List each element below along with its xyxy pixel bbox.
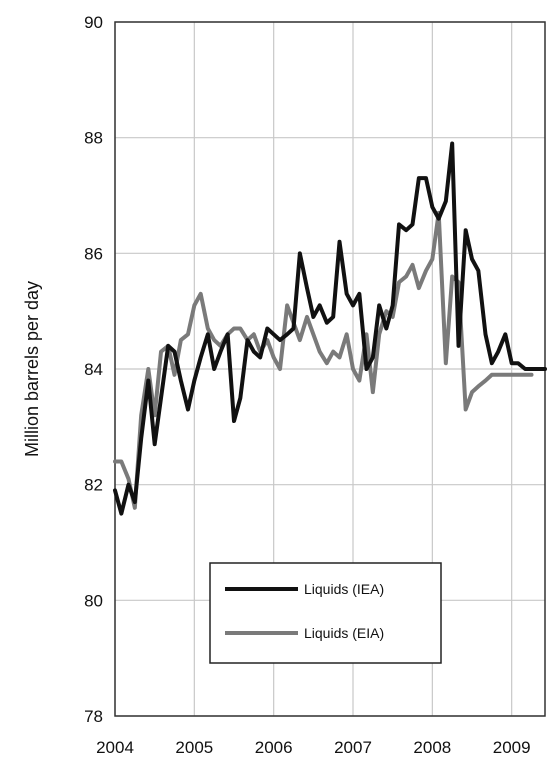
x-tick-label: 2005 [175,738,213,757]
y-tick-label: 80 [84,591,103,610]
y-tick-label: 88 [84,129,103,148]
series-line [113,210,534,510]
y-axis-tick-labels: 78 80 82 84 86 88 90 [84,13,103,726]
y-tick-label: 90 [84,13,103,32]
series-layer [113,141,547,516]
legend: Liquids (IEA) Liquids (EIA) [209,562,442,664]
x-tick-label: 2004 [96,738,134,757]
y-axis-title: Million barrels per day [22,281,42,457]
x-axis-tick-labels: 2004 2005 2006 2007 2008 2009 [96,738,531,757]
x-tick-label: 2008 [413,738,451,757]
x-tick-label: 2007 [334,738,372,757]
y-tick-label: 84 [84,360,103,379]
legend-box [209,562,442,664]
y-tick-label: 82 [84,476,103,495]
legend-label: Liquids (IEA) [304,581,384,597]
legend-label: Liquids (EIA) [304,625,384,641]
series-line [113,141,547,516]
y-tick-label: 78 [84,707,103,726]
x-tick-label: 2009 [493,738,531,757]
y-tick-label: 86 [84,244,103,263]
x-tick-label: 2006 [255,738,293,757]
